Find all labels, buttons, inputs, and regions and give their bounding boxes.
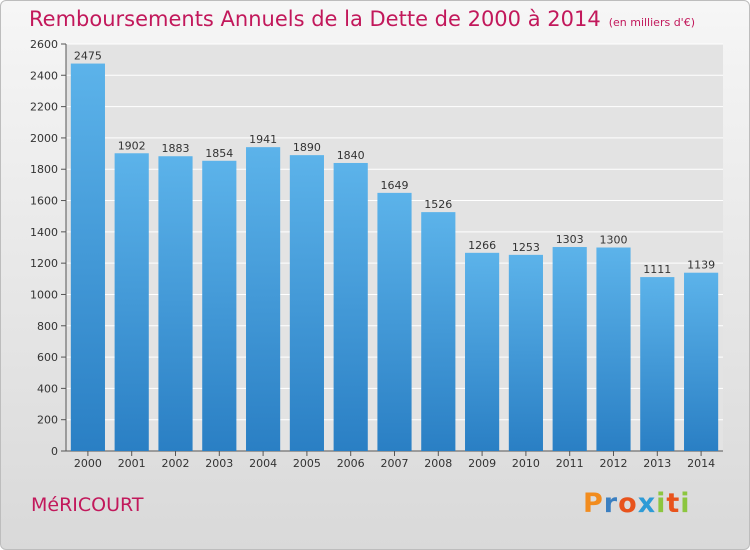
y-tick-label: 800 <box>37 320 58 333</box>
bar-data-label: 1840 <box>337 149 365 162</box>
x-tick-label: 2014 <box>687 457 715 470</box>
bar <box>552 247 587 451</box>
x-tick-label: 2005 <box>293 457 321 470</box>
bar <box>640 277 675 451</box>
chart-title-text: Remboursements Annuels de la Dette de 20… <box>29 7 601 31</box>
chart-title: Remboursements Annuels de la Dette de 20… <box>29 7 695 31</box>
y-tick-label: 400 <box>37 382 58 395</box>
bar <box>202 160 237 451</box>
bar-data-label: 1941 <box>249 133 277 146</box>
y-tick-label: 1600 <box>30 195 58 208</box>
bar <box>114 153 149 451</box>
bar-data-label: 1300 <box>600 234 628 247</box>
bar-data-label: 1111 <box>643 263 671 276</box>
x-tick-label: 2001 <box>118 457 146 470</box>
x-tick-label: 2010 <box>512 457 540 470</box>
x-tick-label: 2009 <box>468 457 496 470</box>
x-tick-label: 2007 <box>381 457 409 470</box>
bar <box>158 156 193 451</box>
bar <box>421 212 456 451</box>
y-tick-label: 1000 <box>30 288 58 301</box>
bar <box>70 63 105 451</box>
y-tick-label: 1400 <box>30 226 58 239</box>
bar <box>596 247 631 451</box>
x-tick-label: 2002 <box>162 457 190 470</box>
y-tick-label: 2400 <box>30 69 58 82</box>
y-tick-label: 0 <box>51 445 58 458</box>
town-name: MéRICOURT <box>31 494 144 516</box>
x-tick-label: 2013 <box>643 457 671 470</box>
y-tick-label: 600 <box>37 351 58 364</box>
bar-data-label: 1890 <box>293 141 321 154</box>
x-tick-label: 2008 <box>424 457 452 470</box>
x-tick-label: 2000 <box>74 457 102 470</box>
bar <box>465 252 500 451</box>
y-tick-label: 1200 <box>30 257 58 270</box>
bar <box>377 192 412 451</box>
x-tick-label: 2006 <box>337 457 365 470</box>
bar-data-label: 2475 <box>74 50 102 63</box>
x-tick-label: 2012 <box>600 457 628 470</box>
bar <box>333 162 368 451</box>
bar-data-label: 1139 <box>687 259 715 272</box>
y-tick-label: 200 <box>37 414 58 427</box>
bar <box>508 254 543 451</box>
y-tick-label: 2200 <box>30 101 58 114</box>
bar-data-label: 1649 <box>381 179 409 192</box>
bar-chart: 0 200 400 600 800 1000 1200 1400 1600 1800 2000 220… <box>30 38 723 470</box>
x-tick-label: 2011 <box>556 457 584 470</box>
x-tick-label: 2003 <box>205 457 233 470</box>
bar <box>246 147 281 451</box>
y-tick-label: 2000 <box>30 132 58 145</box>
y-tick-label: 2600 <box>30 38 58 51</box>
bar-data-label: 1303 <box>556 233 584 246</box>
bar-data-label: 1854 <box>205 147 233 160</box>
bar <box>289 155 324 451</box>
bar <box>684 272 719 451</box>
bar-data-label: 1883 <box>162 142 190 155</box>
y-tick-label: 1800 <box>30 163 58 176</box>
bar-data-label: 1526 <box>424 198 452 211</box>
x-tick-label: 2004 <box>249 457 277 470</box>
bar-data-label: 1266 <box>468 239 496 252</box>
bar-data-label: 1253 <box>512 241 540 254</box>
unit-note: (en milliers d'€) <box>608 16 695 29</box>
proxiti-logo: Proxiti <box>583 488 691 519</box>
bar-data-label: 1902 <box>118 139 146 152</box>
